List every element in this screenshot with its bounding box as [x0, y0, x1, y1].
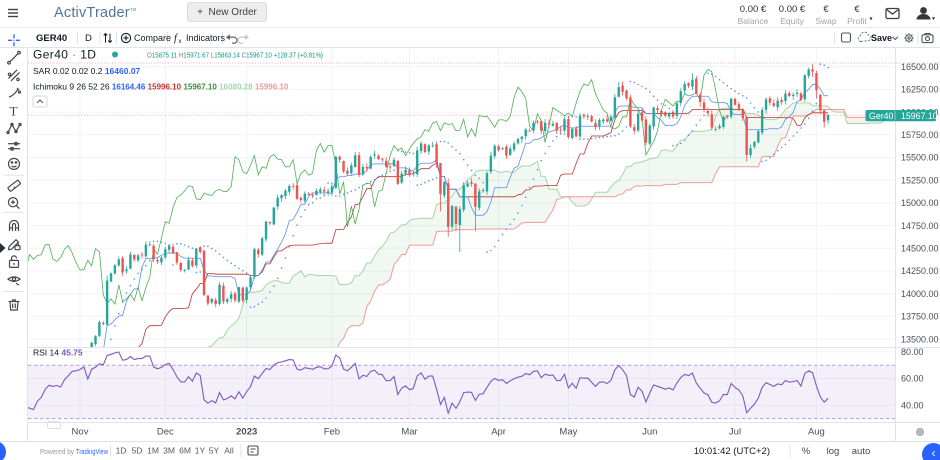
svg-text:Mar: Mar — [401, 427, 417, 438]
svg-text:13500.00: 13500.00 — [901, 334, 939, 344]
svg-text:6M: 6M — [179, 446, 191, 456]
svg-text:Powered by: Powered by — [40, 447, 74, 456]
svg-text:14250.00: 14250.00 — [901, 266, 939, 276]
svg-text:14000.00: 14000.00 — [901, 289, 939, 299]
svg-text:14750.00: 14750.00 — [901, 221, 939, 231]
svg-text:Indicators: Indicators — [186, 33, 226, 43]
svg-text:2023: 2023 — [236, 427, 257, 438]
svg-text:15967.10: 15967.10 — [901, 111, 938, 121]
svg-text:80.00: 80.00 — [901, 347, 924, 357]
svg-text:10:01:42 (UTC+2): 10:01:42 (UTC+2) — [694, 446, 770, 457]
svg-text:Nov: Nov — [72, 427, 89, 438]
svg-text:O15875.11 H15971.67 L15863.14: O15875.11 H15971.67 L15863.14 C15967.10 … — [147, 53, 323, 60]
svg-text:log: log — [827, 446, 840, 457]
svg-text:Compare: Compare — [134, 33, 171, 43]
svg-text:Save: Save — [871, 33, 892, 43]
svg-text:f: f — [174, 33, 179, 44]
svg-text:15250.00: 15250.00 — [901, 175, 939, 185]
svg-text:Aug: Aug — [808, 427, 825, 438]
svg-text:SAR 0.02 0.02 0.2 16460.07: SAR 0.02 0.02 0.2 16460.07 — [33, 66, 141, 76]
svg-text:5D: 5D — [132, 446, 143, 456]
svg-text:40.00: 40.00 — [901, 400, 924, 410]
svg-text:1D: 1D — [116, 446, 127, 456]
svg-text:1Y: 1Y — [195, 446, 206, 456]
svg-text:14500.00: 14500.00 — [901, 244, 939, 254]
svg-text:Apr: Apr — [491, 427, 506, 438]
svg-text:15000.00: 15000.00 — [901, 198, 939, 208]
svg-text:T: T — [10, 103, 18, 118]
svg-text:Jul: Jul — [729, 427, 741, 438]
svg-text:16250.00: 16250.00 — [901, 85, 939, 95]
svg-text:16500.00: 16500.00 — [901, 62, 939, 72]
svg-text:Dec: Dec — [157, 427, 174, 438]
svg-text:Ger40 · 1D: Ger40 · 1D — [33, 48, 96, 62]
svg-text:Jun: Jun — [642, 427, 657, 438]
svg-text:5Y: 5Y — [209, 446, 220, 456]
svg-text:Ichimoku 9 26 52 26 16164.46 1: Ichimoku 9 26 52 26 16164.46 15996.10 15… — [33, 82, 289, 92]
svg-text:RSI 14 45.75: RSI 14 45.75 — [33, 348, 83, 358]
svg-text:3M: 3M — [163, 446, 175, 456]
svg-text:TradingView: TradingView — [76, 447, 108, 456]
svg-text:15750.00: 15750.00 — [901, 130, 939, 140]
svg-text:Ger40: Ger40 — [869, 111, 894, 121]
svg-text:May: May — [559, 427, 577, 438]
svg-text:x: x — [179, 39, 182, 45]
svg-text:15500.00: 15500.00 — [901, 153, 939, 163]
svg-text:Feb: Feb — [324, 427, 340, 438]
svg-text:%: % — [802, 446, 811, 457]
svg-text:auto: auto — [852, 446, 871, 457]
svg-text:13750.00: 13750.00 — [901, 312, 939, 322]
svg-text:60.00: 60.00 — [901, 374, 924, 384]
svg-text:1M: 1M — [147, 446, 159, 456]
svg-text:All: All — [224, 446, 234, 456]
